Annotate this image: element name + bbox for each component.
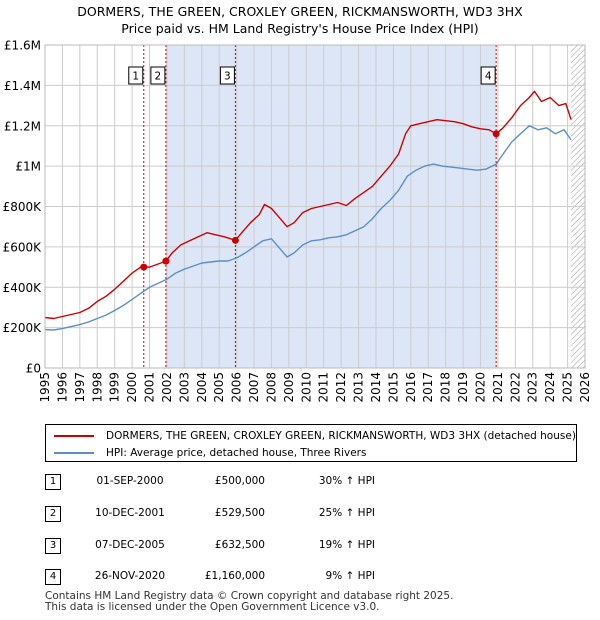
y-tick-label: £1.4M: [4, 79, 41, 93]
marker-label-4: 4: [485, 71, 492, 83]
y-tick-label: £400K: [3, 281, 43, 295]
y-tick-label: £600K: [3, 240, 43, 254]
sale-point-4: [492, 130, 500, 138]
transaction-number: 1: [45, 474, 61, 490]
legend-swatch-hpi: [54, 452, 94, 454]
transaction-price: £529,500: [214, 507, 265, 519]
x-tick-label: 2013: [352, 372, 366, 403]
legend-swatch-property: [54, 435, 94, 437]
transaction-hpi-change: 9% ↑ HPI: [325, 570, 375, 582]
x-tick-label: 2010: [299, 372, 313, 403]
sale-point-3: [231, 236, 239, 244]
sale-point-2: [162, 257, 170, 265]
marker-box-3: [219, 66, 235, 85]
transaction-row: 1 01-SEP-2000 £500,000 30% ↑ HPI: [45, 474, 445, 492]
x-tick-label: 2024: [543, 372, 557, 403]
x-tick-label: 2014: [369, 372, 383, 403]
x-tick-label: 2002: [160, 372, 174, 403]
transaction-hpi-change: 19% ↑ HPI: [318, 539, 375, 551]
x-tick-label: 1995: [38, 372, 52, 403]
transaction-number: 2: [45, 506, 61, 522]
footer: Contains HM Land Registry data © Crown c…: [45, 591, 453, 613]
x-tick-label: 2025: [561, 372, 575, 403]
y-tick-label: £0: [26, 362, 41, 376]
plot-frame: [44, 44, 586, 369]
transaction-number: 3: [45, 538, 61, 554]
x-tick-label: 2008: [264, 372, 278, 403]
marker-label-2: 2: [155, 71, 162, 83]
transaction-row: 4 26-NOV-2020 £1,160,000 9% ↑ HPI: [45, 569, 445, 587]
y-tick-label: £1.6M: [4, 39, 41, 53]
transaction-hpi-change: 25% ↑ HPI: [318, 507, 375, 519]
x-tick-label: 1996: [55, 372, 69, 403]
x-tick-label: 2022: [508, 372, 522, 403]
footer-licence: This data is licensed under the Open Gov…: [45, 601, 380, 613]
x-tick-label: 2005: [212, 372, 226, 403]
y-tick-label: £800K: [3, 200, 43, 214]
transaction-date: 26-NOV-2020: [94, 570, 166, 582]
y-tick-label: £1M: [15, 160, 41, 174]
marker-label-1: 1: [132, 71, 139, 83]
x-tick-label: 1998: [90, 372, 104, 403]
chart-title: DORMERS, THE GREEN, CROXLEY GREEN, RICKM…: [0, 3, 600, 37]
legend-label-property: DORMERS, THE GREEN, CROXLEY GREEN, RICKM…: [106, 430, 576, 442]
x-tick-label: 2007: [247, 372, 261, 403]
title-line-1: DORMERS, THE GREEN, CROXLEY GREEN, RICKM…: [77, 4, 523, 19]
x-tick-label: 2019: [456, 372, 470, 403]
marker-label-3: 3: [224, 71, 231, 83]
x-tick-label: 2026: [578, 372, 592, 403]
x-tick-label: 1997: [73, 372, 87, 403]
x-tick-label: 1999: [108, 372, 122, 403]
x-tick-label: 2017: [421, 372, 435, 403]
x-tick-label: 2000: [125, 372, 139, 403]
legend-item-hpi: HPI: Average price, detached house, Thre…: [54, 445, 366, 461]
x-tick-label: 2020: [473, 372, 487, 403]
transaction-price: £1,160,000: [204, 570, 265, 582]
marker-box-1: [128, 66, 144, 85]
legend-item-property: DORMERS, THE GREEN, CROXLEY GREEN, RICKM…: [54, 428, 576, 444]
x-tick-label: 2023: [526, 372, 540, 403]
x-tick-label: 2001: [143, 372, 157, 403]
footer-copyright: Contains HM Land Registry data © Crown c…: [45, 590, 454, 602]
sale-point-1: [140, 263, 148, 271]
transaction-hpi-change: 30% ↑ HPI: [318, 475, 375, 487]
x-tick-label: 2016: [404, 372, 418, 403]
marker-box-4: [480, 66, 496, 85]
transaction-date: 01-SEP-2000: [96, 475, 164, 487]
transaction-date: 07-DEC-2005: [95, 539, 165, 551]
y-tick-label: £200K: [3, 321, 43, 335]
transaction-price: £632,500: [214, 539, 265, 551]
transaction-row: 3 07-DEC-2005 £632,500 19% ↑ HPI: [45, 538, 445, 556]
x-tick-label: 2021: [491, 372, 505, 403]
transaction-date: 10-DEC-2001: [95, 507, 165, 519]
hpi-line: [44, 125, 572, 331]
x-tick-label: 2015: [386, 372, 400, 403]
x-tick-label: 2009: [282, 372, 296, 403]
transaction-number: 4: [45, 569, 61, 585]
marker-box-2: [150, 66, 166, 85]
legend: DORMERS, THE GREEN, CROXLEY GREEN, RICKM…: [45, 424, 577, 462]
x-tick-label: 2004: [195, 372, 209, 403]
legend-label-hpi: HPI: Average price, detached house, Thre…: [106, 447, 367, 459]
transaction-row: 2 10-DEC-2001 £529,500 25% ↑ HPI: [45, 506, 445, 524]
transaction-price: £500,000: [214, 475, 265, 487]
title-line-2: Price paid vs. HM Land Registry's House …: [121, 21, 479, 36]
property-price-line: [44, 90, 572, 320]
x-tick-label: 2018: [439, 372, 453, 403]
x-tick-label: 2006: [230, 372, 244, 403]
y-tick-label: £1.2M: [4, 119, 41, 133]
x-tick-label: 2003: [177, 372, 191, 403]
price-chart: 1 2 3 4 £0 £200K £400K £600K £800K £1M £1.2M £1.4M…: [3, 39, 592, 403]
x-tick-label: 2011: [317, 372, 331, 403]
x-tick-label: 2012: [334, 372, 348, 403]
